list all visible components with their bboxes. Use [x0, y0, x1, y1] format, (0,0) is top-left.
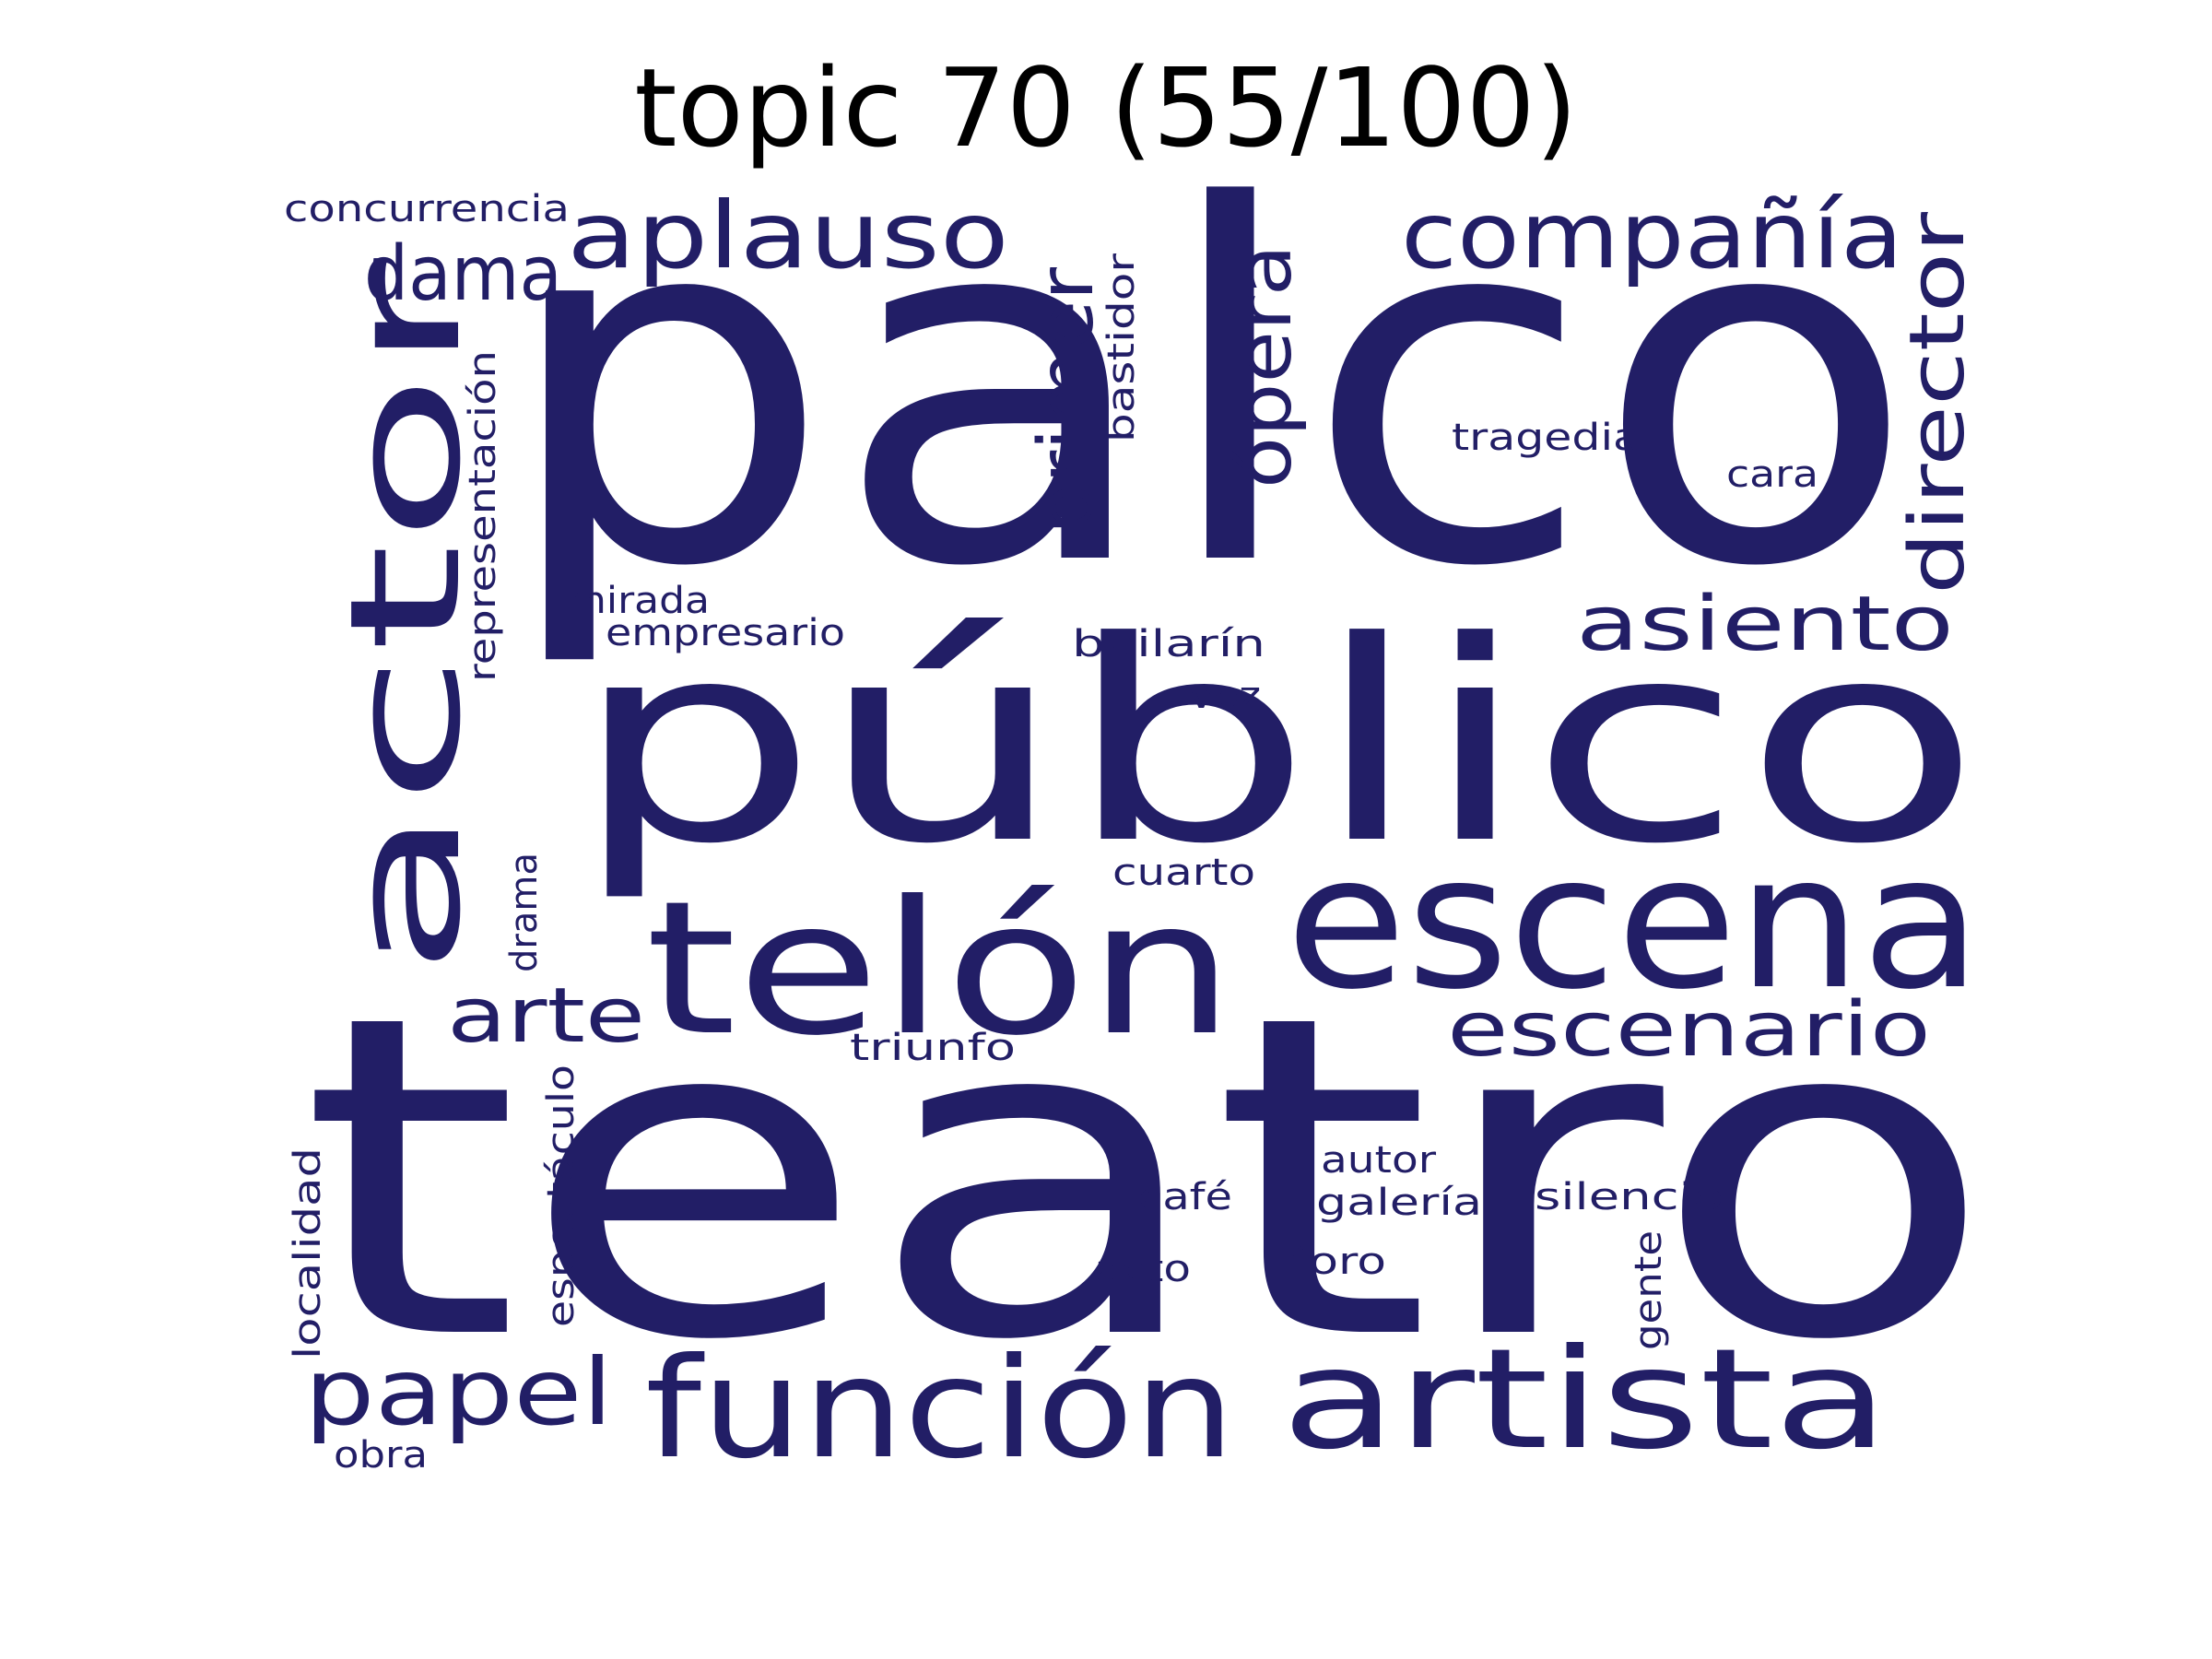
word-autor: autor — [1321, 1139, 1437, 1182]
word-representacion: representación — [462, 350, 504, 682]
word-aplauso: aplauso — [567, 182, 1009, 289]
word-foro: foro — [1292, 1241, 1386, 1283]
word-galeria: galería — [1316, 1182, 1482, 1224]
word-compania: compañía — [1401, 182, 1903, 289]
word-concurrencia: concurrencia — [284, 188, 570, 230]
word-palco: palco — [498, 104, 1917, 673]
word-opera: ópera — [1221, 244, 1309, 488]
word-mirada: mirada — [567, 580, 710, 622]
word-cafe: café — [1138, 1176, 1232, 1218]
word-arte: arte — [447, 972, 645, 1060]
figure-title: topic 70 (55/100) — [634, 44, 1578, 171]
word-localidad: localidad — [287, 1147, 329, 1359]
word-triunfo: triunfo — [850, 1027, 1016, 1069]
word-telon: telón — [645, 862, 1235, 1077]
word-dama: dama — [364, 230, 562, 318]
word-cara: cara — [1726, 453, 1818, 496]
word-gente: gente — [1628, 1230, 1670, 1350]
word-escenario: escenario — [1447, 986, 1931, 1074]
word-teatro: teatro — [300, 922, 1995, 1437]
word-silencio: silencio — [1535, 1176, 1724, 1218]
word-cuarto: cuarto — [1112, 852, 1255, 894]
word-papel: papel — [304, 1338, 613, 1446]
word-voz: voz — [1189, 675, 1261, 717]
word-escena: escena — [1286, 816, 1982, 1030]
word-drama: drama — [503, 853, 546, 972]
word-empresario: empresario — [606, 612, 845, 654]
word-obra: obra — [334, 1434, 428, 1477]
word-bastidor: bastidor — [1100, 253, 1143, 442]
word-tragedia: tragedia — [1452, 417, 1641, 459]
word-acto: acto — [1094, 1248, 1191, 1290]
word-artista: artista — [1281, 1320, 1889, 1480]
word-espectaculo: espectáculo — [540, 1065, 582, 1327]
word-actor: actor — [317, 258, 494, 977]
word-director: director — [1894, 212, 1982, 594]
word-asiento: asiento — [1576, 581, 1954, 668]
word-publico: público — [571, 582, 1982, 904]
word-bailarin: bailarín — [1072, 623, 1265, 665]
word-funcion: función — [645, 1329, 1235, 1489]
word-primer: primer — [1023, 267, 1111, 535]
